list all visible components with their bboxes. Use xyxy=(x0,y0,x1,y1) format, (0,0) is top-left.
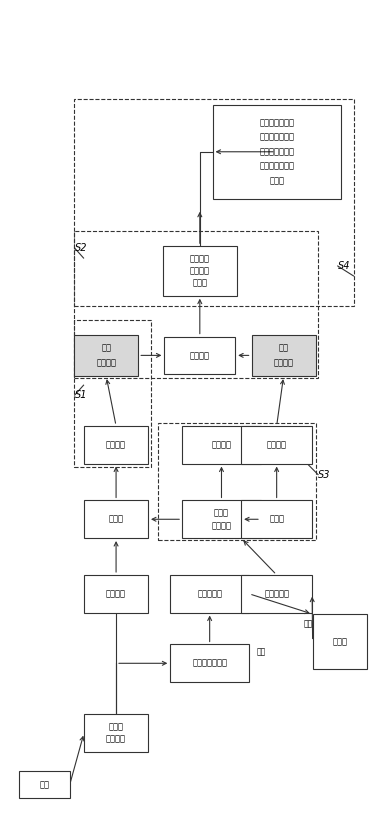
Text: 比较器: 比较器 xyxy=(109,515,124,524)
Bar xyxy=(74,319,150,467)
Text: 接收脉冲: 接收脉冲 xyxy=(267,441,286,450)
Bar xyxy=(84,575,148,613)
Text: 脉宽相同: 脉宽相同 xyxy=(190,351,210,360)
Text: 接收脉冲: 接收脉冲 xyxy=(190,266,210,276)
Text: 接收脉宽: 接收脉宽 xyxy=(273,358,294,367)
Text: 反射: 反射 xyxy=(303,619,313,628)
Text: 超声波: 超声波 xyxy=(109,722,124,731)
Text: 并由波渡时间得: 并由波渡时间得 xyxy=(259,162,294,171)
Bar xyxy=(241,426,312,464)
Bar xyxy=(84,714,148,752)
Text: 滤波放大: 滤波放大 xyxy=(106,589,126,598)
Text: 线性调频超声波: 线性调频超声波 xyxy=(192,659,227,667)
Text: 发射脉冲: 发射脉冲 xyxy=(190,254,210,263)
Text: 发射超声波: 发射超声波 xyxy=(197,589,222,598)
Text: S3: S3 xyxy=(318,469,330,479)
Text: 比较器: 比较器 xyxy=(269,515,284,524)
Text: 超声波: 超声波 xyxy=(214,508,229,517)
Bar xyxy=(241,575,312,613)
Text: 反射超声波: 反射超声波 xyxy=(264,589,289,598)
Bar xyxy=(182,501,261,538)
Bar xyxy=(74,334,138,376)
Bar xyxy=(74,231,318,378)
Bar xyxy=(213,105,341,199)
Text: 发射电路: 发射电路 xyxy=(106,735,126,744)
Text: 发射脉冲: 发射脉冲 xyxy=(106,441,126,450)
Bar xyxy=(252,334,316,376)
Text: 时刻和接收时刻: 时刻和接收时刻 xyxy=(259,133,294,142)
Text: 发射脉宽: 发射脉宽 xyxy=(96,358,116,367)
Bar xyxy=(84,426,148,464)
Text: 计算波渡时间，: 计算波渡时间， xyxy=(259,148,294,156)
Text: 开始: 开始 xyxy=(39,780,49,789)
Bar xyxy=(163,246,237,296)
Bar xyxy=(18,771,70,799)
Text: S4: S4 xyxy=(338,261,350,271)
Text: 出距离: 出距离 xyxy=(269,177,284,186)
Bar xyxy=(74,99,354,306)
Bar xyxy=(170,644,249,682)
Text: 接收电路: 接收电路 xyxy=(211,521,231,530)
Bar xyxy=(164,337,235,375)
Text: S1: S1 xyxy=(75,390,87,400)
Bar xyxy=(241,501,312,538)
Bar xyxy=(182,426,261,464)
Text: 根据同相位发射: 根据同相位发射 xyxy=(259,118,294,127)
Text: 计算: 计算 xyxy=(279,344,288,353)
Text: 发射: 发射 xyxy=(256,647,265,656)
Text: 障碍物: 障碍物 xyxy=(332,637,347,646)
Text: 计算: 计算 xyxy=(101,344,111,353)
Text: 同相位: 同相位 xyxy=(192,279,207,288)
Bar xyxy=(313,614,367,669)
Text: 滤波放大: 滤波放大 xyxy=(211,441,231,450)
Bar xyxy=(170,575,249,613)
Text: S2: S2 xyxy=(75,243,87,253)
Bar xyxy=(158,423,316,540)
Bar xyxy=(84,501,148,538)
